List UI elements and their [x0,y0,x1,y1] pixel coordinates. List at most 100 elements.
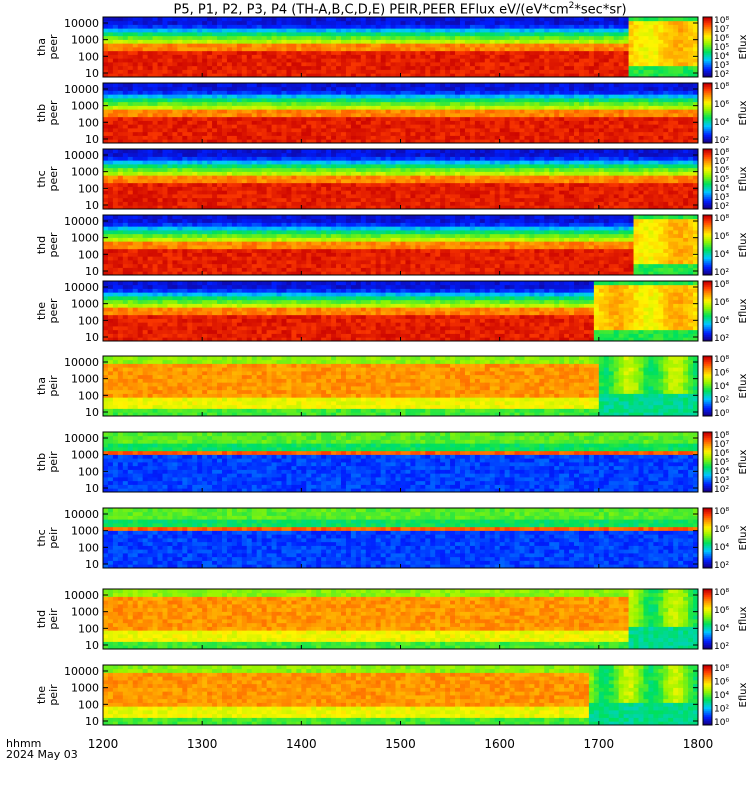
heat-cell [534,117,539,121]
heat-cell [425,121,430,125]
heat-cell [435,128,440,132]
heat-cell [435,106,440,110]
heat-cell [485,124,490,128]
heat-cell [361,172,366,176]
heat-cell [381,21,386,25]
heat-cell [252,98,257,102]
heat-cell [128,58,133,62]
heat-cell [341,66,346,70]
heat-cell [222,94,227,98]
heat-cell [579,113,584,117]
heat-cell [227,124,232,128]
heat-cell [167,62,172,66]
heat-cell [678,113,683,117]
heat-cell [460,91,465,95]
heat-cell [435,98,440,102]
heat-cell [396,40,401,44]
heat-cell [262,25,267,29]
heat-cell [316,153,321,157]
heat-cell [490,47,495,51]
heat-cell [559,124,564,128]
heat-cell [321,17,326,21]
heat-cell [222,28,227,32]
heat-cell [425,25,430,29]
heat-cell [629,83,634,87]
heat-cell [282,25,287,29]
heat-cell [554,94,559,98]
heat-cell [108,66,113,70]
heat-cell [103,160,108,164]
heat-cell [311,168,316,172]
heat-cell [376,190,381,194]
heat-cell [554,58,559,62]
heat-cell [653,83,658,87]
heat-cell [118,179,123,183]
heat-cell [262,109,267,113]
heat-cell [520,47,525,51]
heat-cell [579,28,584,32]
heat-cell [376,121,381,125]
heat-cell [153,98,158,102]
heat-cell [282,87,287,91]
heat-cell [172,87,177,91]
heat-cell [430,109,435,113]
heat-cell [252,132,257,136]
heat-cell [579,66,584,70]
heat-cell [361,51,366,55]
heat-cell [356,66,361,70]
heat-cell [306,117,311,121]
heat-cell [242,28,247,32]
heat-cell [177,175,182,179]
heat-cell [301,198,306,202]
heat-cell [505,58,510,62]
heat-cell [301,157,306,161]
heat-cell [386,198,391,202]
heat-cell [420,179,425,183]
heat-cell [465,132,470,136]
heat-cell [128,106,133,110]
heat-cell [396,51,401,55]
heat-cell [346,160,351,164]
heat-cell [658,83,663,87]
heat-cell [123,94,128,98]
heat-cell [227,58,232,62]
heat-cell [470,87,475,91]
heat-cell [619,94,624,98]
heat-cell [401,91,406,95]
heat-cell [629,66,634,70]
heat-cell [158,160,163,164]
heat-cell [232,124,237,128]
heat-cell [252,91,257,95]
heat-cell [222,25,227,29]
heat-cell [331,198,336,202]
heat-cell [361,157,366,161]
heat-cell [648,128,653,132]
heat-cell [376,160,381,164]
heat-cell [247,91,252,95]
heat-cell [455,109,460,113]
heat-cell [386,40,391,44]
heat-cell [291,51,296,55]
heat-cell [539,51,544,55]
heat-cell [391,91,396,95]
heat-cell [153,43,158,47]
heat-cell [634,124,639,128]
heat-cell [257,121,262,125]
heat-cell [490,102,495,106]
heat-cell [108,190,113,194]
heat-cell [361,58,366,62]
heat-cell [167,198,172,202]
heat-cell [311,28,316,32]
heat-cell [624,66,629,70]
heat-cell [401,32,406,36]
colorbar-segment [703,51,712,53]
heat-cell [564,94,569,98]
heat-cell [569,70,574,74]
heat-cell [609,36,614,40]
heat-cell [153,132,158,136]
heat-cell [177,121,182,125]
heat-cell [604,136,609,140]
heat-cell [311,62,316,66]
heat-cell [286,70,291,74]
heat-cell [222,136,227,140]
